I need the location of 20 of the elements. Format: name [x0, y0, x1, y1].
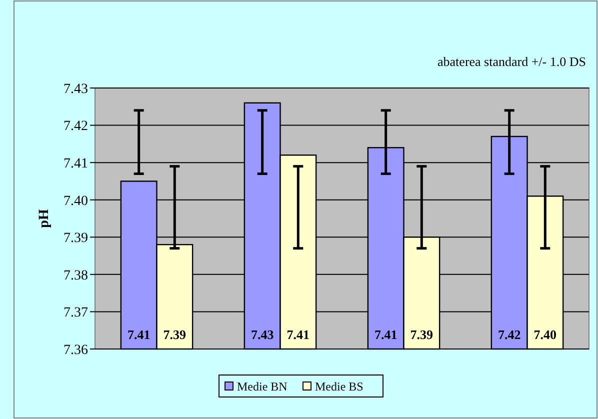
- y-axis-title: pH: [37, 209, 52, 228]
- y-tick-label: 7.36: [64, 342, 88, 358]
- y-tick-label: 7.42: [64, 119, 88, 134]
- data-label: 7.41: [127, 327, 150, 342]
- data-label: 7.43: [250, 327, 274, 342]
- y-tick-label: 7.43: [64, 82, 88, 97]
- data-label: 7.39: [163, 327, 187, 342]
- data-label: 7.41: [374, 327, 398, 342]
- data-label: 7.39: [410, 327, 434, 342]
- y-tick-label: 7.40: [64, 194, 88, 209]
- y-tick-label: 7.41: [64, 156, 88, 172]
- y-tick-label: 7.39: [64, 231, 88, 246]
- data-label: 7.42: [498, 327, 521, 342]
- data-label: 7.41: [286, 327, 310, 342]
- legend-label: Medie BN: [237, 380, 288, 394]
- data-label: 7.40: [534, 327, 557, 342]
- text: abaterea standard +/- 1.0 DS: [438, 54, 586, 69]
- y-tick-label: 7.38: [64, 268, 88, 284]
- y-tick-label: 7.37: [64, 306, 88, 321]
- legend-label: Medie BS: [315, 380, 364, 394]
